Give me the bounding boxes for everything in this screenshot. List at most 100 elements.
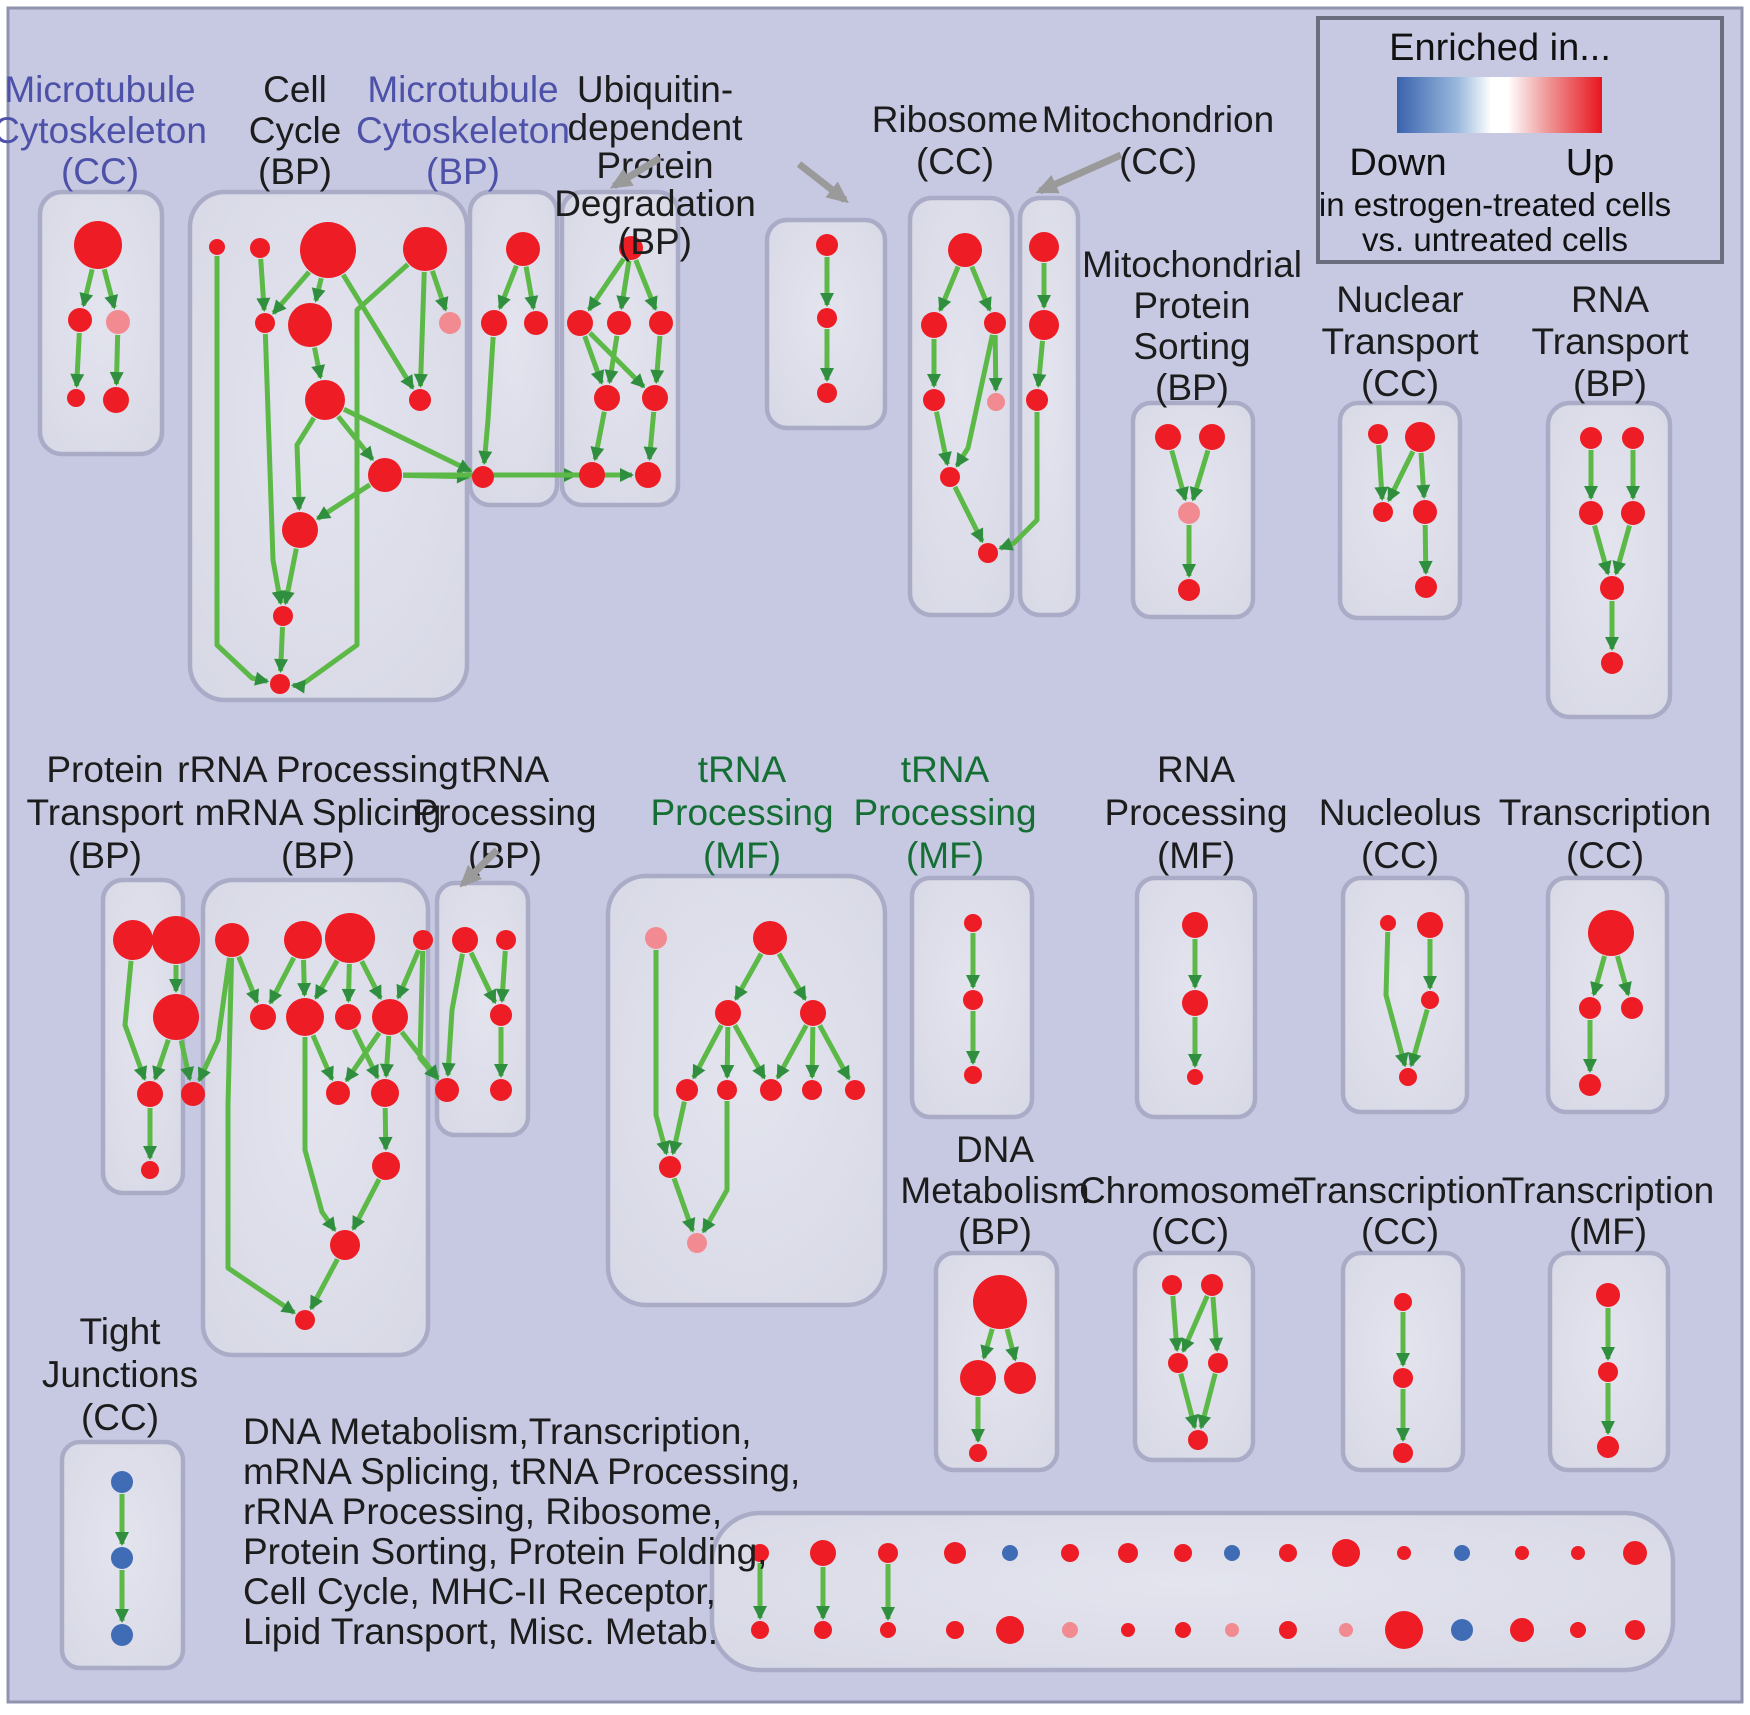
edge-arrow bbox=[1386, 450, 1416, 503]
cluster-box-nuclear-transport bbox=[1337, 400, 1463, 621]
go-term-node bbox=[255, 313, 275, 333]
go-term-node bbox=[68, 308, 92, 332]
cluster-label-cell-cycle: (BP) bbox=[258, 151, 332, 192]
go-term-node bbox=[1601, 652, 1623, 674]
cluster-label-transcription-cc-2: Transcription bbox=[1294, 1170, 1506, 1211]
edge-arrow bbox=[478, 336, 496, 466]
go-term-node bbox=[1394, 1293, 1412, 1311]
edge-arrow bbox=[1407, 1008, 1430, 1068]
edge-arrow bbox=[1169, 1295, 1184, 1353]
edge-arrow bbox=[236, 955, 260, 1005]
edge-arrow bbox=[1590, 955, 1607, 997]
cluster-label-mito-protein-sorting: Mitochondrial bbox=[1082, 244, 1302, 285]
cluster-label-dna-metabolism: DNA bbox=[956, 1129, 1034, 1170]
go-term-node bbox=[1579, 997, 1601, 1019]
edge-arrow bbox=[952, 485, 985, 544]
go-term-node bbox=[944, 1542, 966, 1564]
go-term-node bbox=[403, 227, 447, 271]
go-term-node bbox=[1168, 1353, 1188, 1373]
cluster-label-rrna-mrna: rRNA Processing bbox=[177, 749, 459, 790]
legend-subtitle-2: vs. untreated cells bbox=[1362, 221, 1628, 258]
cluster-label-cell-cycle: Cell bbox=[263, 69, 327, 110]
go-term-node bbox=[1417, 912, 1443, 938]
cluster-label-microtubule-cytoskeleton-bp: (BP) bbox=[426, 151, 500, 192]
go-term-node bbox=[472, 466, 494, 488]
cluster-label-transcription-cc-1: (CC) bbox=[1566, 835, 1644, 876]
go-term-node bbox=[325, 913, 375, 963]
go-term-node bbox=[659, 1156, 681, 1178]
cluster-label-tight-junctions: Junctions bbox=[42, 1354, 198, 1395]
edge-arrow bbox=[429, 269, 449, 312]
edge-arrow bbox=[395, 949, 421, 1000]
edge-arrow bbox=[297, 959, 312, 998]
go-term-node bbox=[1029, 310, 1059, 340]
legend-title: Enriched in... bbox=[1389, 27, 1611, 69]
cluster-label-ribosome-cc: (CC) bbox=[916, 141, 994, 182]
edge-arrow bbox=[1418, 524, 1433, 576]
edge-arrow bbox=[1180, 1295, 1210, 1353]
edge-arrow bbox=[805, 1026, 820, 1080]
go-term-node bbox=[409, 389, 431, 411]
go-term-node bbox=[1571, 1546, 1585, 1560]
legend: Enriched in... Down Up in estrogen-treat… bbox=[1316, 16, 1724, 264]
go-term-node bbox=[923, 389, 945, 411]
edge-arrow bbox=[701, 1101, 730, 1234]
go-term-node bbox=[1182, 990, 1208, 1016]
edge-arrow bbox=[359, 960, 383, 1001]
go-term-node bbox=[1175, 1622, 1191, 1638]
go-term-node bbox=[372, 1152, 400, 1180]
go-term-node bbox=[368, 458, 402, 492]
edge-arrow bbox=[225, 957, 296, 1315]
go-term-node bbox=[946, 1621, 964, 1639]
go-term-node bbox=[1405, 422, 1435, 452]
edge-arrow bbox=[1416, 452, 1431, 500]
cluster-label-nucleolus-cc: Nucleolus bbox=[1319, 792, 1481, 833]
legend-up-label: Up bbox=[1566, 142, 1615, 184]
go-term-node bbox=[1623, 1541, 1647, 1565]
go-term-node bbox=[439, 312, 461, 334]
cluster-label-ubiquitin-degradation: (BP) bbox=[618, 221, 692, 262]
go-term-node bbox=[371, 1079, 399, 1107]
edge-arrow bbox=[720, 1026, 735, 1080]
go-term-node bbox=[152, 916, 200, 964]
cluster-label-mito-protein-sorting: Protein bbox=[1133, 285, 1250, 326]
cluster-box-trna-processing-mf-large bbox=[605, 873, 888, 1308]
cluster-label-trna-processing-mf-large: tRNA bbox=[698, 749, 787, 790]
go-term-node bbox=[106, 310, 130, 334]
cluster-box-transcription-cc-1 bbox=[1545, 875, 1670, 1115]
go-term-node bbox=[996, 1616, 1024, 1644]
go-term-node bbox=[687, 1233, 707, 1253]
edge-arrow bbox=[256, 258, 271, 313]
cluster-label-trna-processing-mf-small: (MF) bbox=[906, 835, 984, 876]
go-term-node bbox=[435, 1078, 459, 1102]
go-term-node bbox=[1510, 1618, 1534, 1642]
go-term-node bbox=[111, 1547, 133, 1569]
go-term-node bbox=[111, 1471, 133, 1493]
edge-arrow bbox=[817, 1024, 851, 1081]
go-term-node bbox=[153, 994, 199, 1040]
edge-arrow bbox=[588, 331, 646, 389]
edge-arrow bbox=[998, 412, 1040, 551]
edge-arrow bbox=[980, 1328, 995, 1360]
go-term-node bbox=[1368, 424, 1388, 444]
cluster-label-ubiquitin-degradation: Protein bbox=[596, 145, 713, 186]
go-term-node bbox=[1515, 1546, 1529, 1560]
legend-subtitle-1: in estrogen-treated cells bbox=[1319, 186, 1671, 223]
mitochondrion-label-arrow bbox=[1035, 151, 1123, 195]
go-term-node bbox=[270, 674, 290, 694]
go-term-node bbox=[111, 1624, 133, 1646]
cluster-label-rna-processing-mf: (MF) bbox=[1157, 835, 1235, 876]
edge-arrow bbox=[668, 1101, 687, 1156]
cluster-label-protein-transport: (BP) bbox=[68, 835, 142, 876]
edge-arrow bbox=[271, 270, 311, 315]
go-term-node bbox=[67, 389, 85, 407]
go-term-node bbox=[649, 311, 673, 335]
cluster-label-rna-processing-mf: RNA bbox=[1157, 749, 1235, 790]
go-term-node bbox=[1174, 1544, 1192, 1562]
misc-cluster-note: mRNA Splicing, tRNA Processing, bbox=[243, 1451, 800, 1492]
edge-arrow bbox=[351, 1178, 382, 1231]
go-term-node bbox=[1597, 1436, 1619, 1458]
go-term-node bbox=[103, 387, 129, 413]
go-term-node bbox=[1373, 502, 1393, 522]
edge-arrow bbox=[341, 273, 415, 390]
